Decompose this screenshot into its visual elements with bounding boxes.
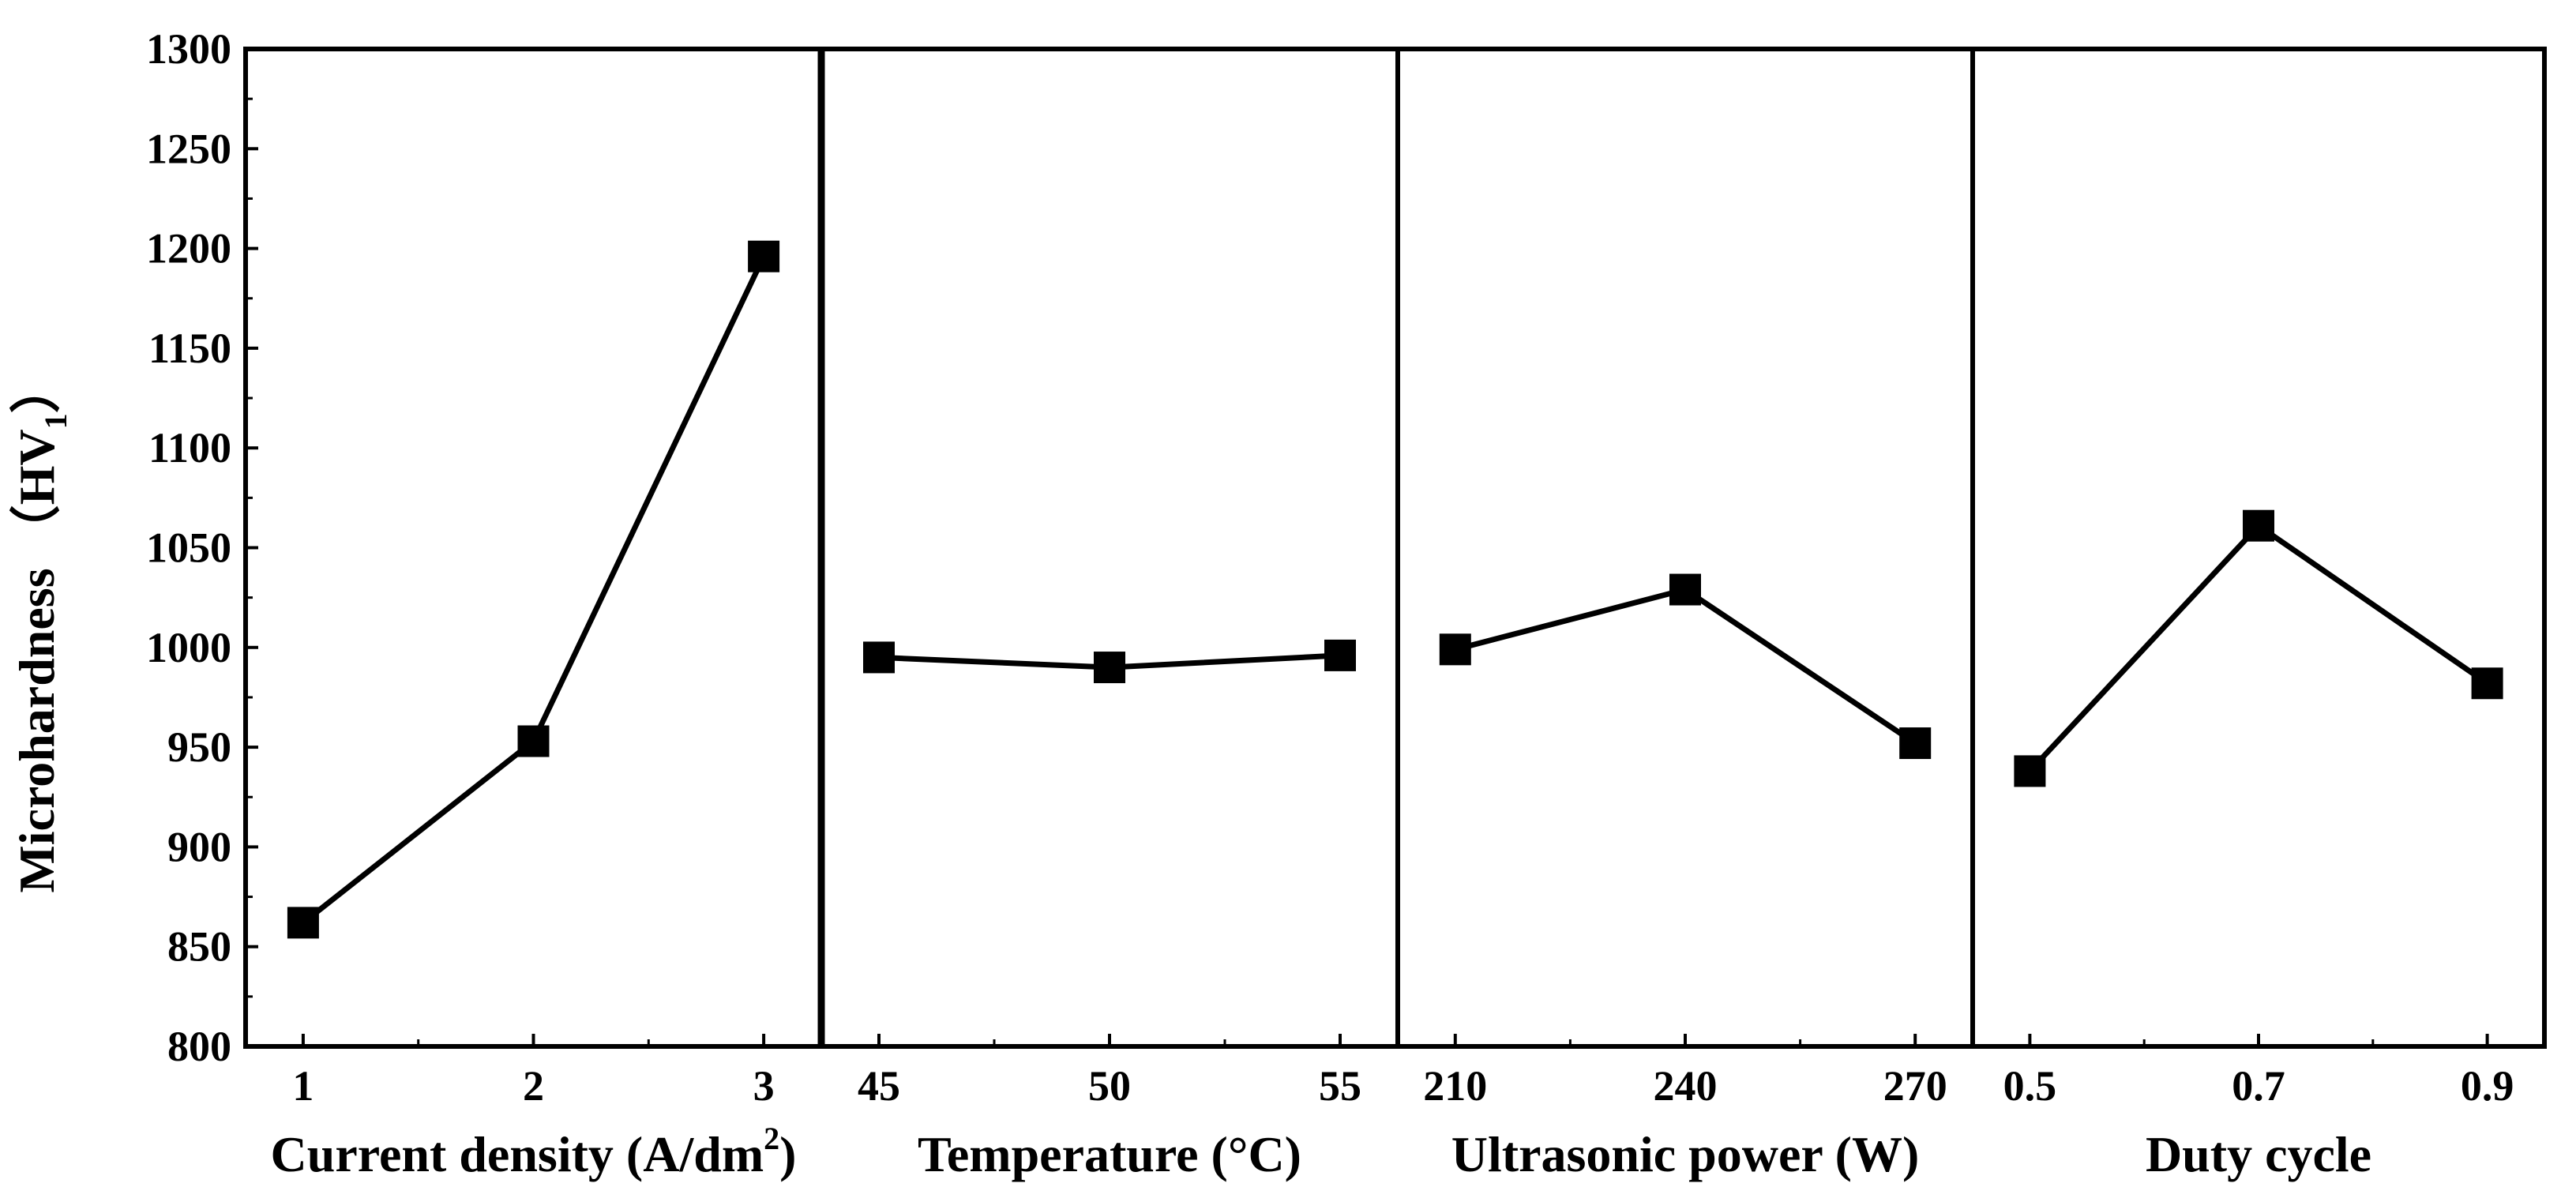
x-tick-label: 0.7 xyxy=(2232,1062,2285,1110)
data-point xyxy=(2014,755,2046,787)
y-tick-label: 950 xyxy=(167,723,231,771)
x-axis-title-main: Ultrasonic power (W) xyxy=(1451,1126,1920,1182)
data-point xyxy=(1094,652,1125,684)
data-point xyxy=(2471,667,2503,700)
x-axis-title-main: Duty cycle xyxy=(2146,1126,2371,1182)
x-axis-title: Current density (A/dm2) xyxy=(271,1121,797,1182)
panel-4: 0.5 0.7 0.9 Duty cycle xyxy=(2003,509,2514,1182)
panel-3: 210 240 270 Ultrasonic power (W) xyxy=(1423,573,1947,1182)
y-tick-label: 1050 xyxy=(146,524,231,572)
data-point xyxy=(287,907,319,939)
y-axis-title-close: ） xyxy=(9,362,65,413)
x-axis-title-superscript: 2 xyxy=(764,1121,779,1156)
y-tick-label: 800 xyxy=(167,1023,231,1070)
x-tick-label: 55 xyxy=(1319,1062,1361,1110)
y-axis: 800 850 900 950 1000 1050 1100 1150 1200 1250 1300 xyxy=(146,25,258,1070)
series-line xyxy=(2027,522,2489,773)
data-point xyxy=(517,725,550,757)
y-axis-title-subscript: 1 xyxy=(38,413,73,429)
y-tick-label: 900 xyxy=(167,823,231,870)
x-axis-title-main: Current density (A/dm xyxy=(271,1126,764,1182)
data-point xyxy=(748,240,780,272)
data-point xyxy=(863,641,895,674)
plot-border xyxy=(243,47,2547,1049)
data-point xyxy=(2243,509,2274,542)
panel-2: 45 50 55 Temperature (°C) xyxy=(858,639,1361,1182)
y-tick-label: 1150 xyxy=(148,325,231,372)
y-tick-label: 1100 xyxy=(148,424,231,471)
x-tick-label: 0.5 xyxy=(2003,1062,2057,1110)
x-axis-title-close: ) xyxy=(779,1126,796,1182)
data-point xyxy=(1669,573,1701,606)
x-tick-label: 0.9 xyxy=(2461,1062,2514,1110)
x-tick-label: 270 xyxy=(1883,1062,1947,1110)
y-tick-label: 1000 xyxy=(146,624,231,671)
plot-frame xyxy=(243,47,2547,1049)
y-tick-label: 1200 xyxy=(146,225,231,272)
x-axis-title-main: Temperature (°C) xyxy=(918,1126,1301,1182)
data-point xyxy=(1899,727,1932,760)
x-tick-label: 240 xyxy=(1654,1062,1718,1110)
y-tick-label: 1300 xyxy=(146,25,231,73)
series-line xyxy=(301,255,767,926)
x-tick-label: 210 xyxy=(1423,1062,1487,1110)
y-tick-label: 850 xyxy=(167,923,231,971)
x-axis-title: Temperature (°C) xyxy=(918,1126,1301,1182)
x-axis-title: Duty cycle xyxy=(2146,1126,2371,1182)
y-axis-title-main: Microhardness （HV xyxy=(9,429,65,892)
data-point xyxy=(1324,639,1356,671)
x-tick-label: 2 xyxy=(523,1062,544,1110)
x-tick-label: 1 xyxy=(292,1062,314,1110)
y-tick-label: 1250 xyxy=(146,125,231,172)
data-point xyxy=(1439,633,1471,666)
y-axis-title: Microhardness （HV1） xyxy=(9,362,73,892)
x-tick-label: 3 xyxy=(753,1062,775,1110)
series-line xyxy=(1454,586,1917,746)
x-axis-title: Ultrasonic power (W) xyxy=(1451,1126,1920,1182)
x-tick-label: 50 xyxy=(1088,1062,1131,1110)
x-tick-label: 45 xyxy=(858,1062,900,1110)
